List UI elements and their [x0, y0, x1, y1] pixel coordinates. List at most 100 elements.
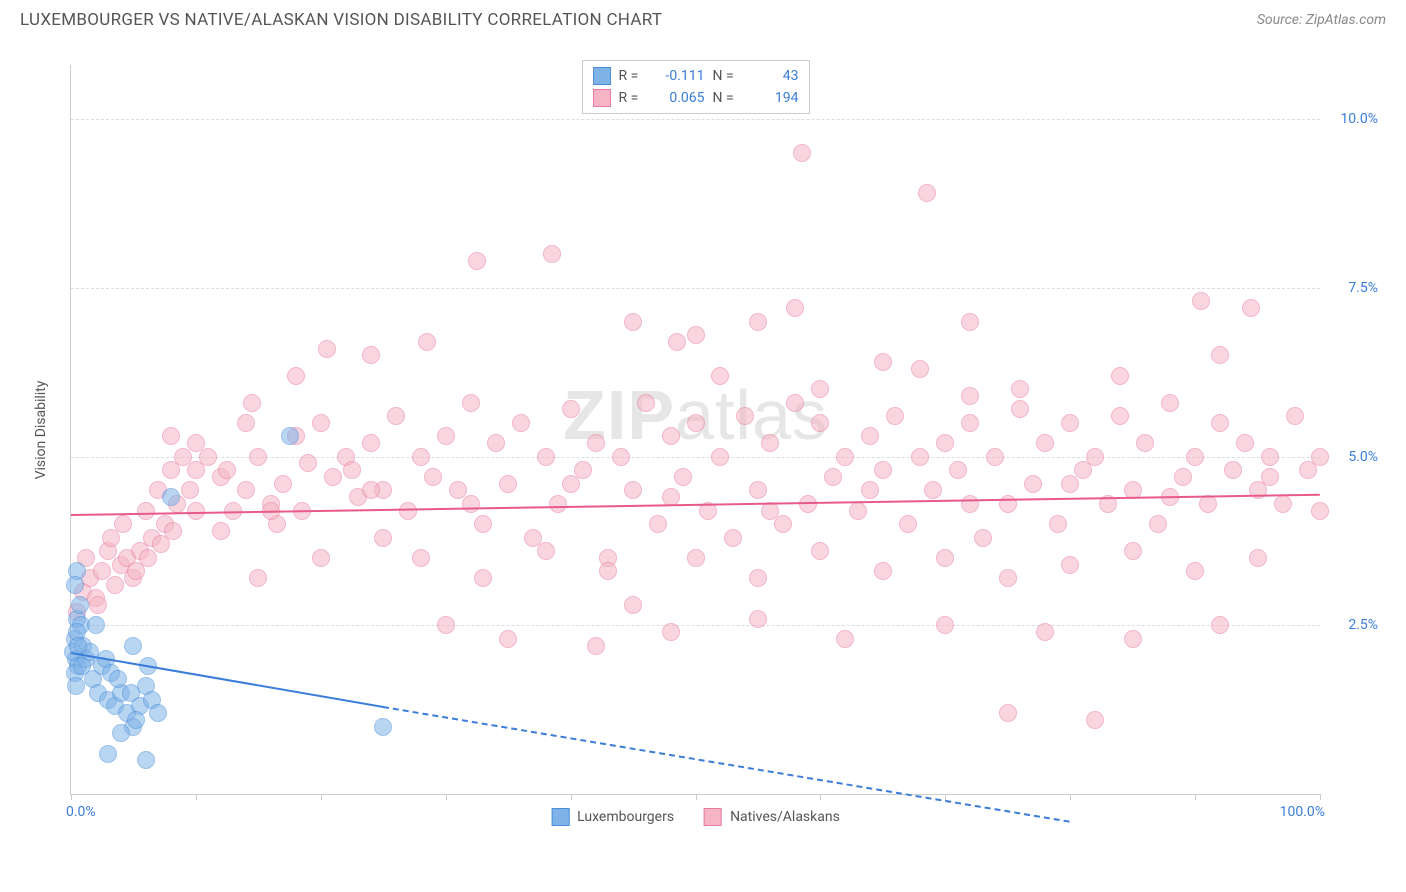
scatter-point-natives	[412, 448, 430, 466]
scatter-point-natives	[1311, 502, 1329, 520]
scatter-point-natives	[999, 704, 1017, 722]
scatter-point-natives	[274, 475, 292, 493]
scatter-point-natives	[624, 313, 642, 331]
scatter-point-natives	[1024, 475, 1042, 493]
scatter-point-natives	[793, 144, 811, 162]
scatter-point-natives	[936, 616, 954, 634]
scatter-point-natives	[1036, 434, 1054, 452]
scatter-point-natives	[1311, 448, 1329, 466]
scatter-point-natives	[299, 454, 317, 472]
scatter-point-natives	[474, 515, 492, 533]
x-tick	[696, 794, 697, 800]
scatter-point-natives	[114, 515, 132, 533]
scatter-point-natives	[1149, 515, 1167, 533]
scatter-point-natives	[786, 299, 804, 317]
scatter-point-natives	[886, 407, 904, 425]
x-tick	[820, 794, 821, 800]
scatter-point-natives	[387, 407, 405, 425]
y-tick-label: 10.0%	[1340, 111, 1378, 127]
scatter-point-natives	[961, 313, 979, 331]
scatter-point-natives	[687, 326, 705, 344]
r-value-luxembourgers: -0.111	[655, 68, 705, 84]
scatter-point-natives	[1224, 461, 1242, 479]
scatter-point-natives	[1261, 448, 1279, 466]
scatter-point-natives	[362, 434, 380, 452]
scatter-point-natives	[106, 576, 124, 594]
scatter-point-natives	[287, 367, 305, 385]
x-tick	[1320, 794, 1321, 800]
scatter-point-natives	[924, 481, 942, 499]
scatter-point-natives	[961, 387, 979, 405]
scatter-point-natives	[249, 569, 267, 587]
scatter-point-natives	[312, 414, 330, 432]
scatter-point-luxembourgers	[99, 745, 117, 763]
scatter-point-natives	[181, 481, 199, 499]
r-label: R =	[619, 90, 647, 106]
y-tick-label: 2.5%	[1348, 617, 1378, 633]
scatter-point-natives	[1086, 448, 1104, 466]
scatter-point-natives	[624, 596, 642, 614]
scatter-point-natives	[1192, 292, 1210, 310]
scatter-point-natives	[999, 569, 1017, 587]
scatter-point-natives	[1124, 630, 1142, 648]
scatter-point-natives	[1261, 468, 1279, 486]
scatter-point-natives	[562, 400, 580, 418]
watermark-bold: ZIP	[563, 376, 675, 454]
scatter-point-natives	[836, 630, 854, 648]
scatter-point-natives	[1011, 380, 1029, 398]
chart-title: LUXEMBOURGER VS NATIVE/ALASKAN VISION DI…	[20, 10, 662, 30]
scatter-point-natives	[687, 549, 705, 567]
scatter-point-natives	[1111, 367, 1129, 385]
scatter-point-natives	[749, 313, 767, 331]
scatter-point-natives	[786, 394, 804, 412]
y-tick-label: 5.0%	[1348, 449, 1378, 465]
n-value-luxembourgers: 43	[749, 68, 799, 84]
legend-label-natives: Natives/Alaskans	[730, 809, 840, 825]
scatter-point-natives	[1011, 400, 1029, 418]
scatter-point-natives	[89, 596, 107, 614]
scatter-point-luxembourgers	[162, 488, 180, 506]
scatter-point-natives	[711, 367, 729, 385]
scatter-point-natives	[1036, 623, 1054, 641]
scatter-point-natives	[749, 481, 767, 499]
scatter-point-luxembourgers	[374, 718, 392, 736]
scatter-point-natives	[237, 414, 255, 432]
x-tick	[446, 794, 447, 800]
scatter-point-natives	[324, 468, 342, 486]
scatter-point-natives	[824, 468, 842, 486]
scatter-point-luxembourgers	[127, 711, 145, 729]
scatter-point-natives	[724, 529, 742, 547]
x-axis-min-label: 0.0%	[66, 804, 96, 820]
scatter-point-natives	[612, 448, 630, 466]
scatter-point-natives	[811, 380, 829, 398]
chart-container: Vision Disability ZIPatlas R = -0.111 N …	[50, 45, 1390, 835]
scatter-point-natives	[861, 481, 879, 499]
scatter-point-natives	[437, 427, 455, 445]
scatter-point-natives	[418, 333, 436, 351]
scatter-point-natives	[212, 522, 230, 540]
scatter-point-natives	[318, 340, 336, 358]
scatter-point-natives	[599, 562, 617, 580]
scatter-point-luxembourgers	[71, 596, 89, 614]
scatter-point-natives	[424, 468, 442, 486]
scatter-point-natives	[243, 394, 261, 412]
swatch-natives	[704, 808, 722, 826]
legend-item-luxembourgers: Luxembourgers	[551, 808, 674, 826]
r-label: R =	[619, 68, 647, 84]
scatter-point-natives	[662, 623, 680, 641]
scatter-point-natives	[537, 542, 555, 560]
gridline	[71, 119, 1320, 120]
x-axis-max-label: 100.0%	[1280, 804, 1325, 820]
scatter-point-natives	[587, 434, 605, 452]
scatter-point-natives	[499, 475, 517, 493]
scatter-point-natives	[749, 610, 767, 628]
scatter-point-natives	[1274, 495, 1292, 513]
n-value-natives: 194	[749, 90, 799, 106]
scatter-point-natives	[187, 461, 205, 479]
scatter-point-natives	[918, 184, 936, 202]
scatter-point-natives	[849, 502, 867, 520]
scatter-point-natives	[649, 515, 667, 533]
scatter-point-natives	[462, 495, 480, 513]
trend-line	[71, 494, 1320, 516]
scatter-point-natives	[911, 360, 929, 378]
